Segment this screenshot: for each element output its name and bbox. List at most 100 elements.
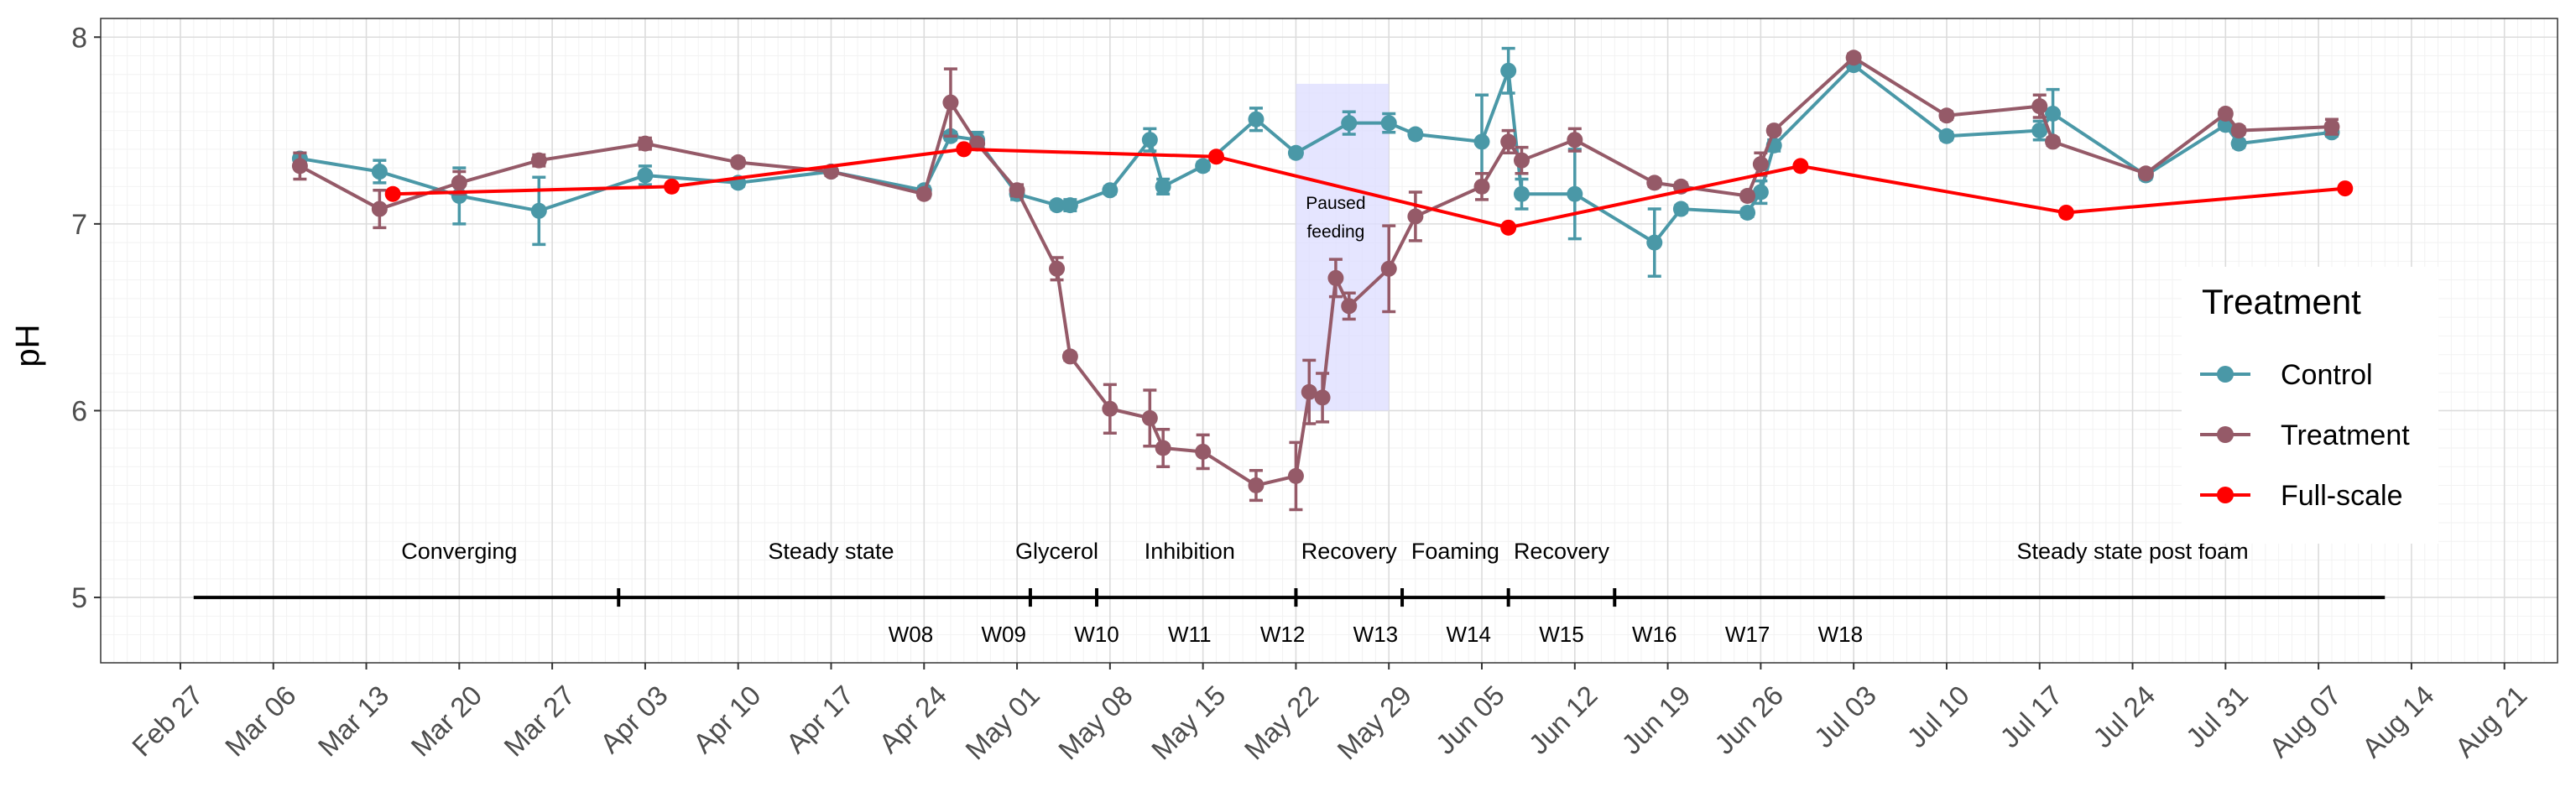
data-point-treatment (1341, 298, 1358, 315)
x-tick-label: Mar 13 (312, 680, 395, 763)
data-point-control (1195, 158, 1212, 175)
data-point-treatment (371, 201, 388, 217)
data-point-treatment (1327, 269, 1344, 286)
week-label: W12 (1260, 622, 1305, 647)
x-tick-label: Mar 27 (498, 680, 581, 763)
data-point-control (1407, 126, 1424, 143)
data-point-full-scale (1500, 219, 1517, 236)
phase-label: Converging (401, 539, 517, 564)
data-point-treatment (1314, 389, 1331, 406)
annotation-text: Paused (1306, 194, 1365, 213)
data-point-treatment (1248, 477, 1265, 494)
data-point-treatment (2045, 133, 2062, 150)
data-point-control (637, 167, 654, 184)
data-point-treatment (1380, 260, 1397, 277)
week-label: W15 (1539, 622, 1583, 647)
x-tick-label: Mar 20 (404, 680, 488, 763)
phase-label: Recovery (1514, 539, 1610, 564)
legend-item: Control (2200, 359, 2373, 391)
data-point-treatment (1646, 175, 1663, 191)
x-tick-label: Jul 03 (1808, 680, 1882, 753)
data-point-treatment (942, 94, 959, 111)
paused-feeding-region (1296, 83, 1390, 411)
week-label: W14 (1446, 622, 1490, 647)
data-point-control (1248, 111, 1265, 128)
data-point-treatment (1195, 443, 1212, 460)
legend-key-point (2217, 487, 2234, 503)
data-point-control (2045, 106, 2062, 122)
data-point-control (1061, 197, 1078, 214)
data-point-control (1938, 128, 1955, 144)
data-point-treatment (2137, 165, 2154, 182)
data-point-control (1500, 62, 1517, 79)
series-full-scale (384, 141, 2354, 236)
data-point-control (1473, 133, 1490, 150)
data-point-control (1646, 234, 1663, 251)
x-tick-label: Mar 06 (219, 680, 302, 763)
data-point-treatment (1061, 348, 1078, 365)
x-tick-label: May 29 (1331, 680, 1417, 766)
legend-key-point (2217, 366, 2234, 383)
phase-label: Steady state (768, 539, 894, 564)
legend-title: Treatment (2202, 282, 2361, 321)
data-point-treatment (1049, 260, 1066, 277)
legend-label: Treatment (2281, 419, 2410, 451)
data-point-control (1341, 115, 1358, 132)
data-point-treatment (1567, 132, 1583, 148)
x-tick-label: Aug 07 (2263, 680, 2347, 763)
x-tick-label: Apr 17 (780, 680, 859, 759)
data-point-control (371, 164, 388, 180)
data-point-treatment (291, 158, 308, 175)
data-point-full-scale (956, 141, 973, 158)
legend-item: Full-scale (2200, 480, 2402, 512)
series-line-full-scale (393, 147, 2345, 230)
data-point-treatment (1301, 383, 1317, 400)
data-point-control (1380, 115, 1397, 132)
data-point-control (1739, 205, 1756, 221)
x-tick-label: Jun 26 (1708, 680, 1789, 760)
data-point-control (1672, 201, 1689, 217)
legend-label: Full-scale (2281, 480, 2402, 512)
data-point-treatment (1938, 107, 1955, 124)
grid-lines (100, 18, 2558, 663)
data-point-treatment (2217, 106, 2234, 122)
legend-item: Treatment (2200, 419, 2410, 451)
data-point-treatment (451, 175, 467, 191)
x-tick-label: Aug 14 (2356, 680, 2440, 763)
data-point-treatment (2230, 122, 2247, 139)
y-tick-label: 6 (71, 395, 87, 427)
x-tick-label: Apr 10 (687, 680, 767, 759)
data-point-control (1155, 178, 1171, 195)
data-point-treatment (1155, 440, 1171, 456)
x-tick-label: May 08 (1052, 680, 1139, 766)
data-point-control (1513, 185, 1530, 202)
data-point-treatment (969, 135, 986, 152)
data-point-treatment (1407, 208, 1424, 225)
x-tick-label: May 22 (1238, 680, 1325, 766)
data-point-control (1752, 184, 1769, 201)
week-label: W08 (889, 622, 933, 647)
x-tick-label: Jul 24 (2087, 680, 2161, 753)
data-point-full-scale (384, 185, 401, 202)
series-control (291, 46, 2340, 278)
data-point-treatment (1765, 122, 1782, 139)
legend: Treatment Control Treatment Full-scale (2182, 267, 2438, 544)
data-point-full-scale (664, 178, 681, 195)
series-line-treatment (299, 55, 2333, 487)
phase-label: Inhibition (1145, 539, 1235, 564)
x-tick-label: Jul 31 (2180, 680, 2254, 753)
data-point-control (1141, 132, 1158, 148)
data-point-full-scale (1207, 148, 1224, 165)
y-tick-label: 5 (71, 582, 87, 614)
data-point-control (1102, 182, 1119, 199)
data-point-control (1287, 144, 1304, 161)
data-point-control (2230, 135, 2247, 152)
data-point-treatment (1287, 467, 1304, 484)
data-point-control (1567, 185, 1583, 202)
data-point-treatment (1141, 409, 1158, 426)
week-label: W10 (1074, 622, 1119, 647)
data-point-treatment (1473, 178, 1490, 195)
phase-label: Recovery (1301, 539, 1398, 564)
x-tick-label: Jun 12 (1522, 680, 1603, 760)
